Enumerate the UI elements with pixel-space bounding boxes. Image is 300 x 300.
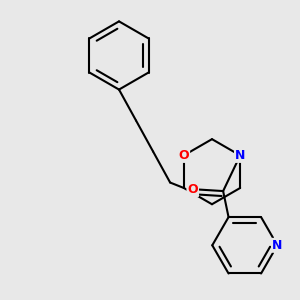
Text: O: O — [178, 149, 189, 162]
Text: O: O — [188, 183, 198, 196]
Text: N: N — [235, 149, 245, 162]
Text: N: N — [272, 239, 283, 252]
